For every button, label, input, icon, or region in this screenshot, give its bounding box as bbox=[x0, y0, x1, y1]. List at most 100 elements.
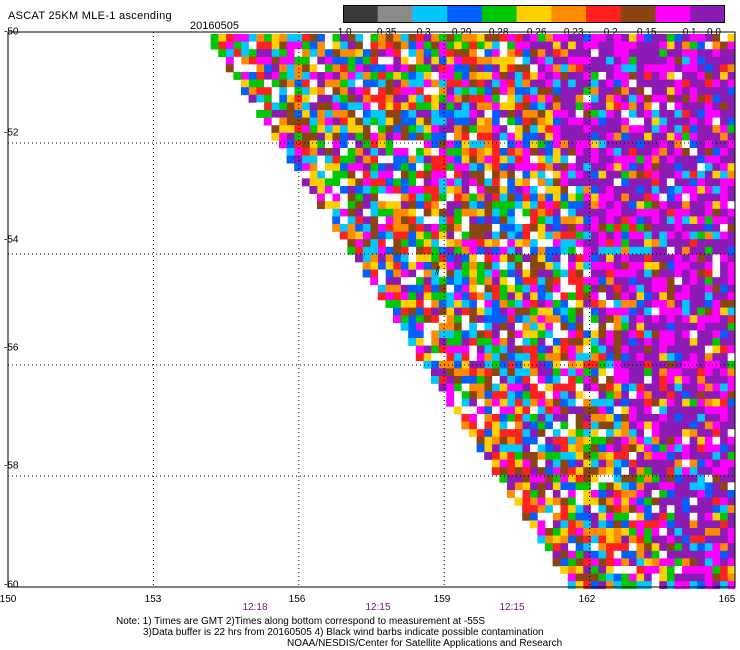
mle-cell bbox=[438, 300, 447, 308]
mle-cell bbox=[271, 102, 280, 111]
mle-cell bbox=[605, 459, 614, 468]
mle-cell bbox=[605, 262, 614, 270]
mle-cell bbox=[545, 277, 553, 286]
mle-cell bbox=[575, 330, 584, 339]
mle-cell bbox=[476, 444, 485, 453]
mle-cell bbox=[605, 34, 614, 42]
mle-cell bbox=[537, 414, 546, 422]
mle-cell bbox=[575, 505, 584, 514]
mle-cell bbox=[605, 520, 614, 529]
mle-cell bbox=[575, 490, 584, 498]
mle-cell bbox=[598, 148, 607, 156]
mle-cell bbox=[590, 421, 599, 430]
mle-cell bbox=[271, 72, 280, 80]
mle-cell bbox=[590, 41, 599, 50]
mle-cell bbox=[461, 208, 470, 217]
mle-cell bbox=[674, 102, 683, 111]
mle-cell bbox=[423, 125, 432, 134]
mle-cell bbox=[643, 436, 652, 445]
mle-cell bbox=[362, 110, 371, 118]
mle-cell bbox=[491, 467, 500, 476]
mle-cell bbox=[590, 353, 599, 362]
mle-cell bbox=[628, 452, 637, 460]
mle-cell bbox=[529, 474, 538, 483]
mle-cell bbox=[674, 414, 683, 422]
mle-cell bbox=[621, 193, 629, 202]
mle-cell bbox=[628, 125, 637, 134]
mle-cell bbox=[598, 224, 607, 232]
mle-cell bbox=[514, 64, 523, 73]
mle-cell bbox=[666, 497, 675, 506]
mle-cell bbox=[689, 140, 698, 149]
mle-cell bbox=[628, 520, 637, 529]
mle-cell bbox=[636, 193, 645, 202]
mle-cell bbox=[507, 178, 515, 187]
mle-cell bbox=[643, 216, 652, 225]
mle-cell bbox=[628, 94, 637, 103]
mle-cell bbox=[545, 414, 553, 422]
mle-cell bbox=[537, 368, 546, 377]
mle-cell bbox=[712, 117, 721, 126]
mle-cell bbox=[681, 170, 690, 179]
mle-cell bbox=[567, 406, 576, 415]
mle-cell bbox=[469, 110, 477, 118]
mle-cell bbox=[651, 520, 660, 529]
mle-cell bbox=[438, 163, 447, 172]
mle-cell bbox=[431, 284, 439, 293]
mle-cell bbox=[248, 56, 257, 65]
mle-cell bbox=[727, 224, 736, 232]
mle-cell bbox=[583, 87, 591, 96]
mle-cell bbox=[461, 406, 470, 415]
mle-cell bbox=[499, 474, 508, 483]
mle-cell bbox=[643, 338, 652, 346]
mle-cell bbox=[704, 490, 713, 498]
mle-cell bbox=[408, 231, 417, 240]
mle-cell bbox=[362, 193, 371, 202]
mle-cell bbox=[689, 436, 698, 445]
mle-cell bbox=[317, 163, 325, 172]
mle-cell bbox=[583, 444, 591, 453]
mle-cell bbox=[727, 497, 736, 506]
mle-cell bbox=[552, 246, 561, 255]
mle-cell bbox=[408, 178, 417, 187]
mle-cell bbox=[590, 64, 599, 73]
mle-cell bbox=[681, 300, 690, 308]
mle-cell bbox=[476, 216, 485, 225]
mle-cell bbox=[567, 208, 576, 217]
mle-cell bbox=[514, 262, 523, 270]
mle-cell bbox=[423, 186, 432, 194]
mle-cell bbox=[332, 148, 341, 156]
mle-cell bbox=[659, 376, 667, 384]
mle-cell bbox=[605, 178, 614, 187]
mle-cell bbox=[674, 322, 683, 331]
mle-cell bbox=[704, 94, 713, 103]
mle-cell bbox=[362, 224, 371, 232]
mle-cell bbox=[317, 186, 325, 194]
mle-cell bbox=[537, 300, 546, 308]
mle-cell bbox=[355, 246, 363, 255]
mle-cell bbox=[643, 391, 652, 400]
mle-cell bbox=[598, 345, 607, 354]
mle-cell bbox=[583, 535, 591, 544]
mle-cell bbox=[605, 201, 614, 210]
mle-cell bbox=[484, 79, 493, 88]
mle-cell bbox=[476, 345, 485, 354]
mle-cell bbox=[241, 64, 249, 73]
mle-cell bbox=[621, 414, 629, 422]
mle-cell bbox=[590, 300, 599, 308]
mle-cell bbox=[689, 64, 698, 73]
mle-cell bbox=[545, 406, 553, 415]
mle-cell bbox=[491, 406, 500, 415]
mle-cell bbox=[567, 56, 576, 65]
mle-cell bbox=[507, 322, 515, 331]
lat-lon-grid bbox=[8, 32, 735, 587]
mle-cell bbox=[453, 398, 462, 407]
mle-cell bbox=[514, 201, 523, 210]
mle-cell bbox=[719, 550, 728, 559]
mle-cell bbox=[332, 186, 341, 194]
mle-cell bbox=[628, 117, 637, 126]
mle-cell bbox=[522, 482, 531, 491]
mle-cell bbox=[590, 497, 599, 506]
mle-cell bbox=[423, 231, 432, 240]
mle-cell bbox=[643, 246, 652, 255]
